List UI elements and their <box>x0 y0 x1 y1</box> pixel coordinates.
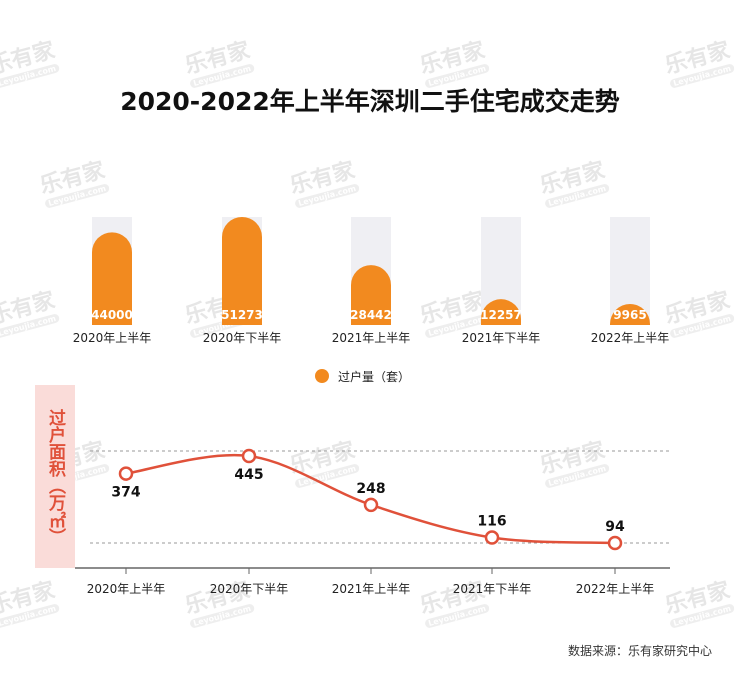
x-tick-label: 2020年下半年 <box>210 582 289 596</box>
data-source: 数据来源：乐有家研究中心 <box>567 644 712 658</box>
line-value-label: 248 <box>356 481 385 497</box>
x-tick-label: 2021年下半年 <box>453 582 532 596</box>
chart-title: 2020-2022年上半年深圳二手住宅成交走势 <box>120 87 620 116</box>
bar <box>92 232 132 325</box>
x-tick-label: 2021年上半年 <box>332 582 411 596</box>
bar-category-label: 2022年上半年 <box>591 331 670 345</box>
bar <box>481 299 521 325</box>
x-tick-label: 2022年上半年 <box>576 582 655 596</box>
line-point <box>607 535 623 551</box>
line-point <box>484 530 500 545</box>
bar <box>222 217 262 325</box>
line-value-label: 445 <box>234 467 263 483</box>
line-point <box>118 466 134 481</box>
bar-category-label: 2020年下半年 <box>203 331 282 345</box>
line-point <box>241 448 257 464</box>
bar-value-label: 44000 <box>91 308 133 322</box>
line-value-label: 374 <box>111 485 140 501</box>
legend-label: 过户量（套） <box>338 369 410 384</box>
bar-value-label: 51273 <box>221 308 263 322</box>
line-point <box>363 497 379 513</box>
line-value-label: 116 <box>477 514 506 530</box>
bar-category-label: 2021年上半年 <box>332 331 411 345</box>
bar <box>610 304 650 325</box>
line-y-axis-label: 过户面积（万㎡） <box>35 385 75 568</box>
bar-category-label: 2020年上半年 <box>73 331 152 345</box>
x-tick-label: 2020年上半年 <box>87 582 166 596</box>
bar <box>351 265 391 325</box>
bar-value-label: 12257 <box>480 308 522 322</box>
line-value-label: 94 <box>605 519 625 535</box>
legend-marker <box>315 369 329 383</box>
bar-value-label: 28442 <box>350 308 392 322</box>
bar-value-label: 9965 <box>613 308 646 322</box>
bar-category-label: 2021年下半年 <box>462 331 541 345</box>
